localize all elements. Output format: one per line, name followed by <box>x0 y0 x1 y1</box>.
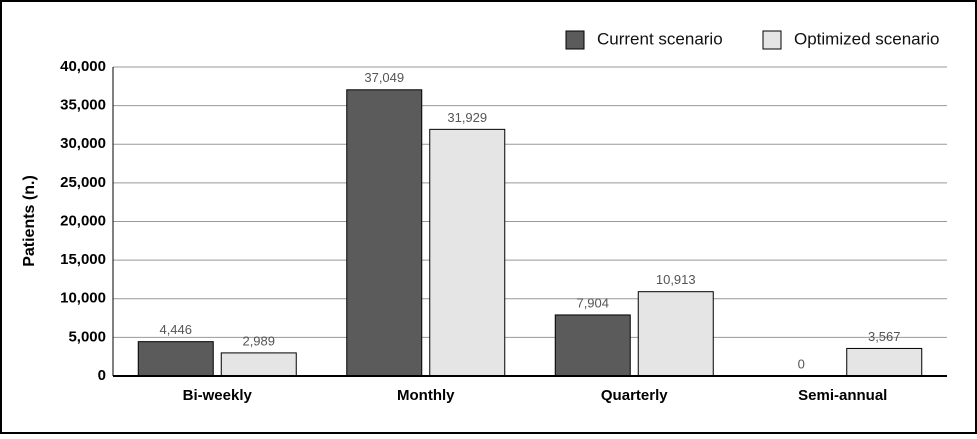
value-label: 4,446 <box>159 322 192 337</box>
x-tick-label: Bi-weekly <box>183 387 253 404</box>
y-tick-label: 35,000 <box>60 97 106 114</box>
y-tick-label: 40,000 <box>60 58 106 75</box>
x-tick-label: Quarterly <box>601 387 668 404</box>
legend-label: Optimized scenario <box>794 29 940 48</box>
y-tick-label: 25,000 <box>60 174 106 191</box>
legend-swatch <box>762 30 782 50</box>
value-label: 2,989 <box>242 333 275 348</box>
value-label: 31,929 <box>447 110 487 125</box>
value-label: 37,049 <box>364 70 404 85</box>
value-label: 0 <box>798 356 805 371</box>
y-tick-label: 30,000 <box>60 135 106 152</box>
bar <box>637 291 714 377</box>
y-tick-label: 15,000 <box>60 251 106 268</box>
value-label: 10,913 <box>656 272 696 287</box>
y-axis-label: Patients (n.) <box>21 175 38 267</box>
y-tick-label: 5,000 <box>68 328 106 345</box>
bar <box>346 89 423 377</box>
bar <box>554 314 631 377</box>
value-label: 7,904 <box>576 295 609 310</box>
value-label: 3,567 <box>868 329 901 344</box>
bar <box>846 347 923 377</box>
bar <box>220 352 297 377</box>
bar <box>137 341 214 377</box>
legend-label: Current scenario <box>597 29 723 48</box>
y-tick-label: 10,000 <box>60 290 106 307</box>
x-tick-label: Semi-annual <box>798 387 887 404</box>
x-tick-label: Monthly <box>397 387 455 404</box>
legend-swatch <box>565 30 585 50</box>
y-tick-label: 0 <box>98 367 106 384</box>
y-tick-label: 20,000 <box>60 212 106 229</box>
bar <box>429 128 506 377</box>
